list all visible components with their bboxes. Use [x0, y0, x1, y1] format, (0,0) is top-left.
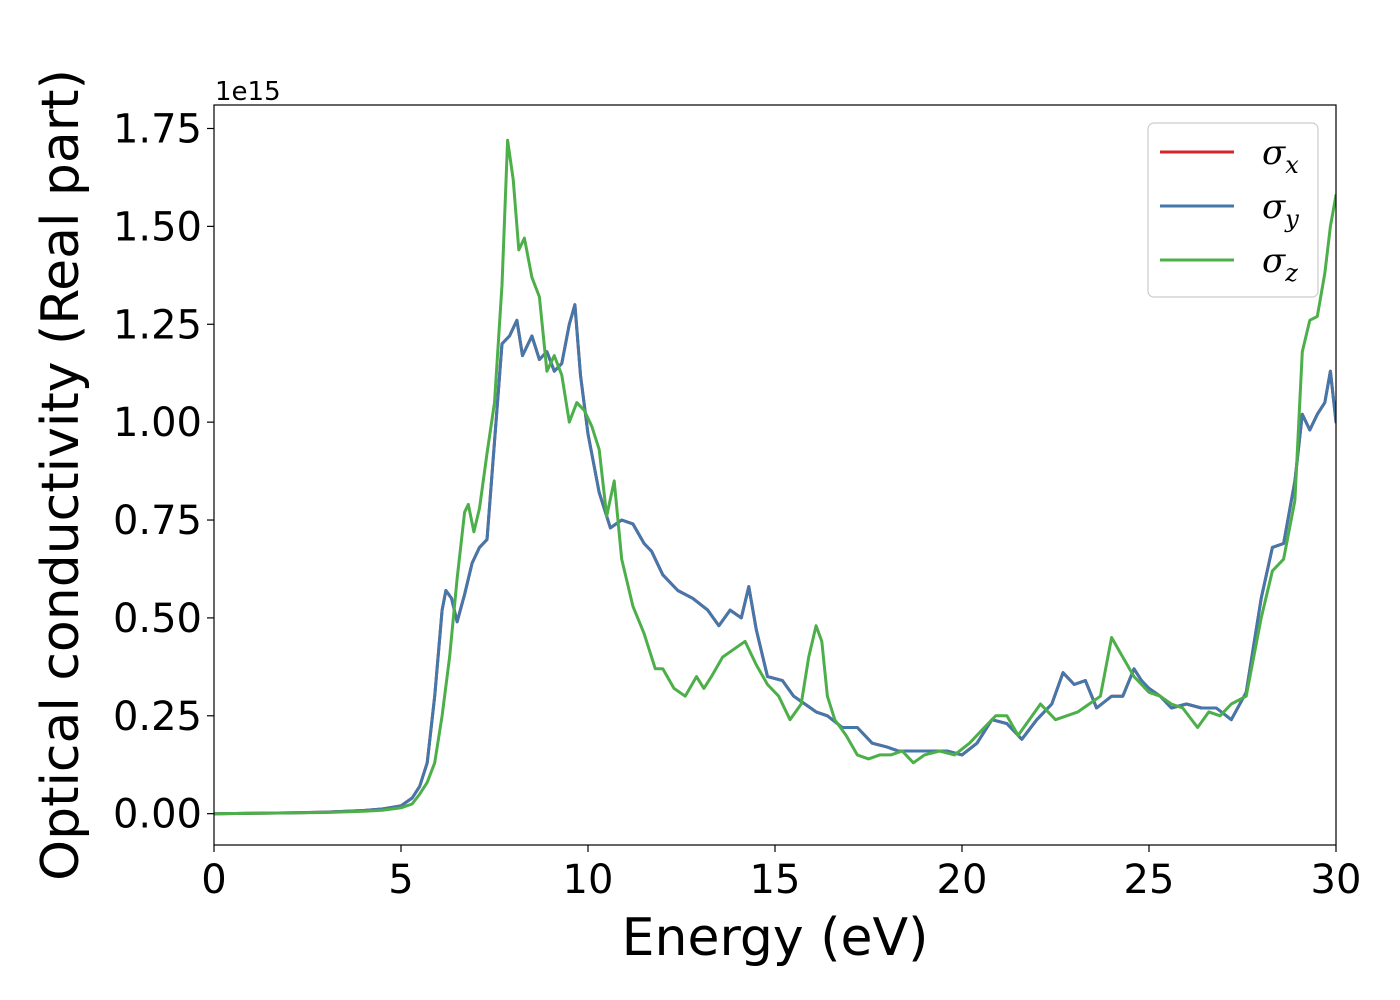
- x-tick-label: 30: [1311, 857, 1362, 903]
- y-tick-label: 1.00: [113, 400, 202, 446]
- legend: σx σy σz: [1147, 122, 1319, 298]
- y-tick-label: 0.75: [113, 498, 202, 544]
- x-tick-label: 0: [201, 857, 226, 903]
- y-tick-label: 1.25: [113, 302, 202, 348]
- x-tick-label: 10: [563, 857, 614, 903]
- y-axis-label: Optical conductivity (Real part): [31, 69, 91, 881]
- y-tick-label: 0.50: [113, 596, 202, 642]
- x-tick-label: 25: [1124, 857, 1175, 903]
- plot-area: 0 5 10 15 20 25 30 0.00 0.25 0.50 0.75 1.00 1.25 1.50…: [113, 104, 1362, 903]
- y-tick-label: 1.75: [113, 106, 202, 152]
- x-tick-label: 20: [937, 857, 988, 903]
- legend-box: [1147, 122, 1319, 298]
- y-tick-label: 0.25: [113, 694, 202, 740]
- series-line-y: [214, 303, 1336, 816]
- y-tick-label: 0.00: [113, 792, 202, 838]
- series-lines: [214, 138, 1336, 816]
- x-tick-label: 15: [750, 857, 801, 903]
- series-line-z: [214, 138, 1336, 816]
- x-axis-label: Energy (eV): [622, 908, 929, 968]
- legend-label-y: σy: [1262, 187, 1299, 233]
- y-tick-label: 1.50: [113, 204, 202, 250]
- legend-label-x: σx: [1262, 133, 1299, 179]
- y-offset-label: 1e15: [215, 77, 281, 107]
- x-tick-label: 5: [388, 857, 413, 903]
- legend-label-z: σz: [1262, 241, 1298, 287]
